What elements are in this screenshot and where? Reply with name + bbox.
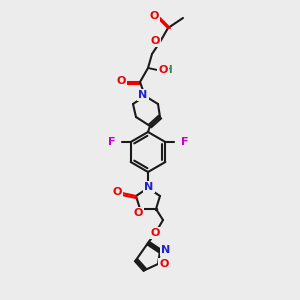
Text: H: H [164, 65, 172, 75]
Text: O: O [133, 208, 143, 218]
Text: N: N [138, 90, 148, 100]
Text: O: O [159, 259, 169, 269]
Text: O: O [116, 76, 126, 86]
Text: O: O [158, 65, 168, 75]
Text: O: O [150, 36, 160, 46]
Text: O: O [112, 187, 122, 197]
Text: O: O [150, 228, 160, 238]
Text: F: F [181, 137, 188, 147]
Text: N: N [144, 182, 154, 192]
Text: F: F [108, 137, 116, 147]
Text: O: O [149, 11, 159, 21]
Text: N: N [161, 245, 171, 255]
